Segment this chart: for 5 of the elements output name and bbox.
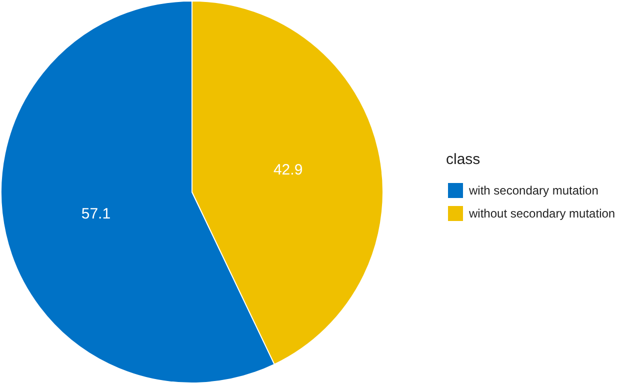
data-label: 57.1 bbox=[81, 205, 111, 222]
legend-label: without secondary mutation bbox=[468, 206, 616, 220]
legend-label: with secondary mutation bbox=[468, 184, 598, 198]
legend-title: class bbox=[446, 151, 480, 168]
data-label: 42.9 bbox=[273, 162, 303, 179]
